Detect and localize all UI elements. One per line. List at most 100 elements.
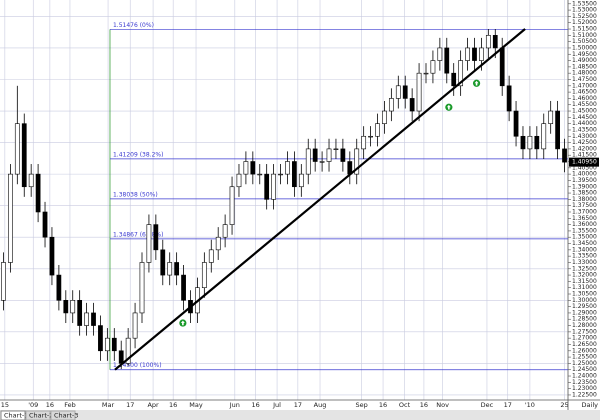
tab-label: Chart-3 (54, 412, 78, 420)
y-tick-label: 1.53000 (572, 7, 597, 14)
y-tick-label: 1.29000 (572, 309, 597, 316)
tab[interactable] (25, 410, 51, 420)
candle-body (465, 47, 470, 61)
x-tick-label: 17 (126, 401, 134, 409)
x-tick-label: '10 (525, 401, 535, 409)
y-tick-label: 1.30000 (572, 297, 597, 304)
candle-body (118, 350, 124, 364)
y-tick-label: 1.27000 (572, 335, 597, 342)
x-tick-label: 25 (560, 401, 568, 409)
y-tick-label: 1.36500 (572, 215, 597, 222)
candle-body (264, 173, 270, 200)
last-price-box (569, 157, 599, 167)
candle-body (208, 249, 214, 263)
candle-body (215, 236, 221, 251)
y-tick-label: 1.46500 (572, 89, 597, 96)
candle-body (479, 47, 484, 61)
candle-body (451, 72, 457, 87)
tab[interactable] (50, 410, 76, 420)
y-tick-label: 1.31500 (572, 278, 597, 285)
candle-body (146, 224, 152, 263)
signal-arrow (180, 320, 185, 326)
y-tick-label: 1.25000 (572, 360, 597, 367)
x-tick-label: Jul (272, 401, 281, 409)
y-tick-label: 1.33000 (572, 259, 597, 266)
candle-body (312, 148, 318, 162)
candle-body (305, 148, 311, 175)
candle-body (77, 300, 83, 326)
y-tick-label: 1.44500 (572, 114, 597, 121)
signal-arrow (474, 80, 479, 86)
y-tick-label: 1.32500 (572, 265, 597, 272)
y-tick-label: 1.37500 (572, 202, 597, 209)
x-tick-label: '09 (28, 401, 38, 409)
y-tick-label: 1.33500 (572, 253, 597, 260)
tab-label: Chart-1 (4, 412, 28, 420)
candle-body (125, 337, 131, 364)
candle-body (409, 98, 415, 112)
y-tick-label: 1.47000 (572, 82, 597, 89)
y-tick-label: 1.26000 (572, 347, 597, 354)
candle-body (562, 148, 567, 163)
candle-body (84, 312, 89, 326)
candle-body (541, 123, 547, 150)
candle-body (534, 135, 540, 150)
y-tick-label: 1.24000 (572, 373, 597, 380)
candle-body (375, 123, 380, 137)
candle-body (1, 262, 6, 301)
y-tick-label: 1.40500 (572, 164, 597, 171)
y-tick-label: 1.42000 (572, 145, 597, 152)
candle-body (437, 47, 443, 61)
fib-label: 1.38038 (50%) (113, 191, 158, 198)
trendline (114, 28, 526, 371)
y-tick-label: 1.41500 (572, 152, 597, 159)
y-tick-label: 1.42500 (572, 139, 597, 146)
candle-body (56, 274, 62, 301)
y-tick-label: 1.39500 (572, 177, 597, 184)
tab[interactable] (0, 410, 26, 420)
candle-body (402, 85, 408, 99)
candle-body (42, 211, 48, 238)
candle-body (395, 85, 401, 99)
y-tick-label: 1.49000 (572, 57, 597, 64)
x-tick-label: Feb (64, 401, 76, 409)
y-tick-label: 1.45500 (572, 101, 597, 108)
x-tick-label: May (189, 401, 203, 409)
y-tick-label: 1.53500 (572, 0, 597, 7)
candle-body (285, 161, 290, 175)
candle-body (243, 161, 249, 175)
candle-body (499, 47, 505, 87)
y-tick-label: 1.45000 (572, 108, 597, 115)
candle-body (520, 135, 526, 150)
candle-body (292, 161, 297, 188)
y-tick-label: 1.26500 (572, 341, 597, 348)
candle-body (298, 173, 304, 188)
x-tick-label: 16 (169, 401, 177, 409)
candle-body (229, 186, 235, 225)
x-tick-label: Dec (481, 401, 494, 409)
candle-body (555, 110, 560, 150)
candle-body (278, 173, 283, 176)
tab-label: Chart-2 (29, 412, 53, 420)
candle-body (167, 262, 173, 276)
candle-body (49, 236, 55, 276)
y-tick-label: 1.49500 (572, 51, 597, 58)
y-tick-label: 1.52000 (572, 19, 597, 26)
fib-label: 1.51476 (0%) (113, 22, 154, 29)
candle-body (513, 110, 519, 137)
candle-body (222, 224, 228, 238)
y-tick-label: 1.35500 (572, 227, 597, 234)
y-tick-label: 1.38000 (572, 196, 597, 203)
y-tick-label: 1.24500 (572, 366, 597, 373)
candle-body (8, 173, 13, 263)
candle-body (354, 148, 360, 175)
y-tick-label: 1.28500 (572, 316, 597, 323)
candle-body (139, 262, 145, 314)
x-tick-label: Aug (314, 401, 327, 409)
candle-body (63, 300, 69, 314)
y-tick-label: 1.25500 (572, 354, 597, 361)
y-tick-label: 1.34000 (572, 246, 597, 253)
candle-body (201, 262, 207, 288)
